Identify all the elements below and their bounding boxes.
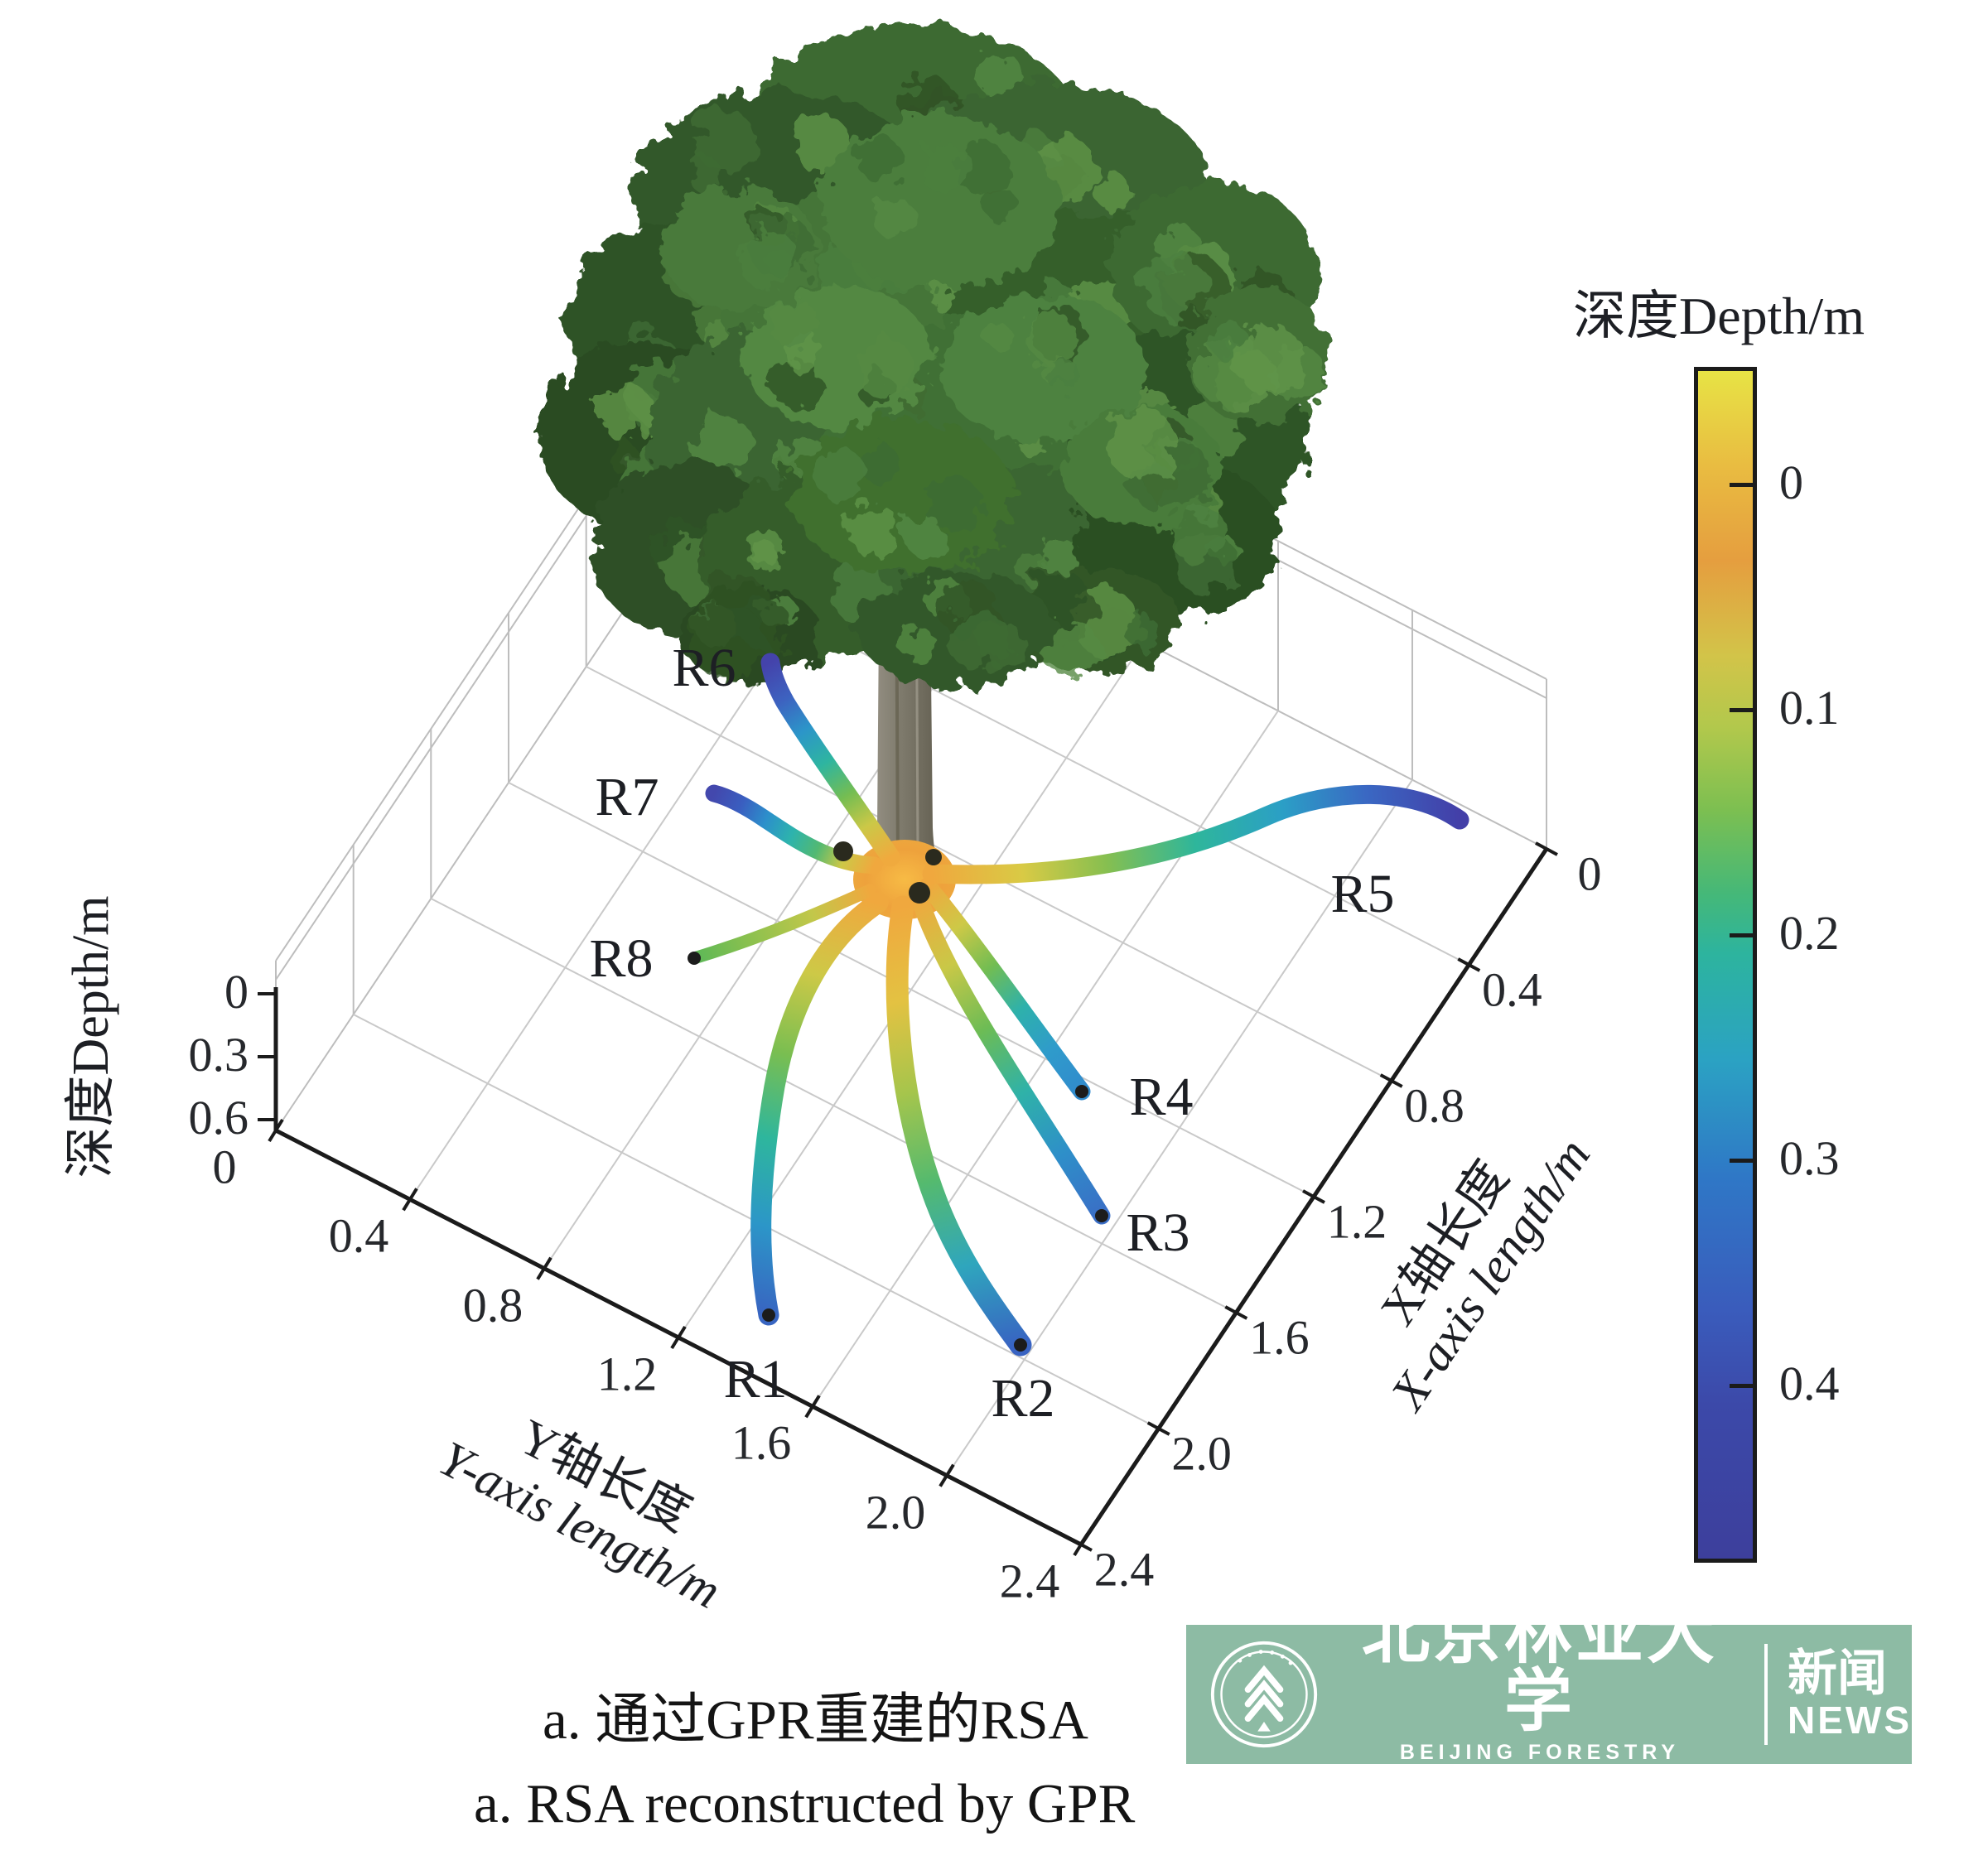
root-R8 [688, 884, 876, 965]
z-axis-tick-label: 0.3 [188, 1028, 249, 1082]
colorbar-title: 深度Depth/m [1573, 287, 1865, 345]
y-axis-tick-label: 0.4 [328, 1208, 389, 1263]
news-label-chinese: 新闻 [1788, 1646, 1887, 1702]
colorbar-tick-label: 0.2 [1779, 906, 1840, 960]
colorbar-tick-label: 0.4 [1779, 1357, 1840, 1410]
root-R1 [750, 892, 889, 1326]
university-name-chinese: 北京林业大学 [1361, 1596, 1718, 1739]
tree-crown [538, 25, 1329, 687]
y-axis-tick-label: 2.4 [999, 1554, 1060, 1608]
root-label-r3: R3 [1126, 1202, 1190, 1263]
colorbar-tick-mark [1730, 483, 1753, 487]
x-axis-tick-label: 0.4 [1482, 962, 1542, 1017]
z-axis-tick-label: 0 [224, 965, 248, 1019]
root-label-r5: R5 [1330, 864, 1395, 924]
z-axis-tick-label: 0.6 [188, 1091, 249, 1145]
root-R4 [919, 877, 1091, 1101]
y-axis-tick-label: 1.2 [596, 1347, 658, 1401]
colorbar-tick-mark [1730, 1159, 1753, 1163]
university-emblem-icon [1210, 1641, 1318, 1748]
news-label-english: NEWS [1788, 1699, 1912, 1742]
y-axis-tick-label: 2.0 [865, 1485, 926, 1540]
root-label-r1: R1 [723, 1349, 788, 1410]
root-label-r4: R4 [1129, 1067, 1194, 1127]
x-axis-tick-label: 1.2 [1326, 1194, 1387, 1249]
root-R2 [885, 895, 1032, 1357]
depth-colorbar [1694, 367, 1757, 1563]
y-axis-tick-label: 0 [212, 1140, 237, 1194]
y-axis-tick-label: 1.6 [731, 1415, 792, 1470]
root-label-r6: R6 [672, 638, 736, 698]
root-R3 [910, 889, 1111, 1225]
watermark-divider [1764, 1644, 1768, 1745]
x-axis-tick-label: 2.4 [1093, 1542, 1155, 1597]
caption-chinese: a. 通过GPR重建的RSA [543, 1689, 1088, 1751]
root-R6 [760, 653, 900, 867]
colorbar-tick-mark [1730, 1384, 1753, 1388]
colorbar-tick-mark [1730, 933, 1753, 937]
colorbar-tick-label: 0.1 [1779, 681, 1840, 735]
x-axis-tick-label: 0.8 [1404, 1078, 1464, 1133]
root-tip-markers [688, 841, 1108, 1352]
axes [258, 841, 1558, 1557]
university-watermark: 北京林业大学 BEIJING FORESTRY UNIVERSITY 新闻 NE… [1186, 1600, 1912, 1788]
root-R5 [922, 784, 1469, 884]
x-axis-tick-label: 0 [1577, 846, 1602, 901]
root-label-r8: R8 [589, 928, 654, 989]
root-label-r7: R7 [595, 767, 659, 827]
x-axis-tick-label: 1.6 [1249, 1310, 1310, 1365]
root-label-r2: R2 [991, 1368, 1055, 1429]
y-axis-tick-label: 0.8 [462, 1278, 524, 1332]
colorbar-tick-label: 0 [1779, 455, 1803, 509]
university-name-english: BEIJING FORESTRY UNIVERSITY [1399, 1741, 1681, 1788]
z-axis-title: 深度Depth/m [63, 895, 119, 1178]
x-axis-tick-label: 2.0 [1171, 1426, 1232, 1481]
colorbar-tick-label: 0.3 [1779, 1131, 1840, 1185]
colorbar-tick-mark [1730, 708, 1753, 712]
caption-english: a. RSA reconstructed by GPR [474, 1773, 1136, 1834]
